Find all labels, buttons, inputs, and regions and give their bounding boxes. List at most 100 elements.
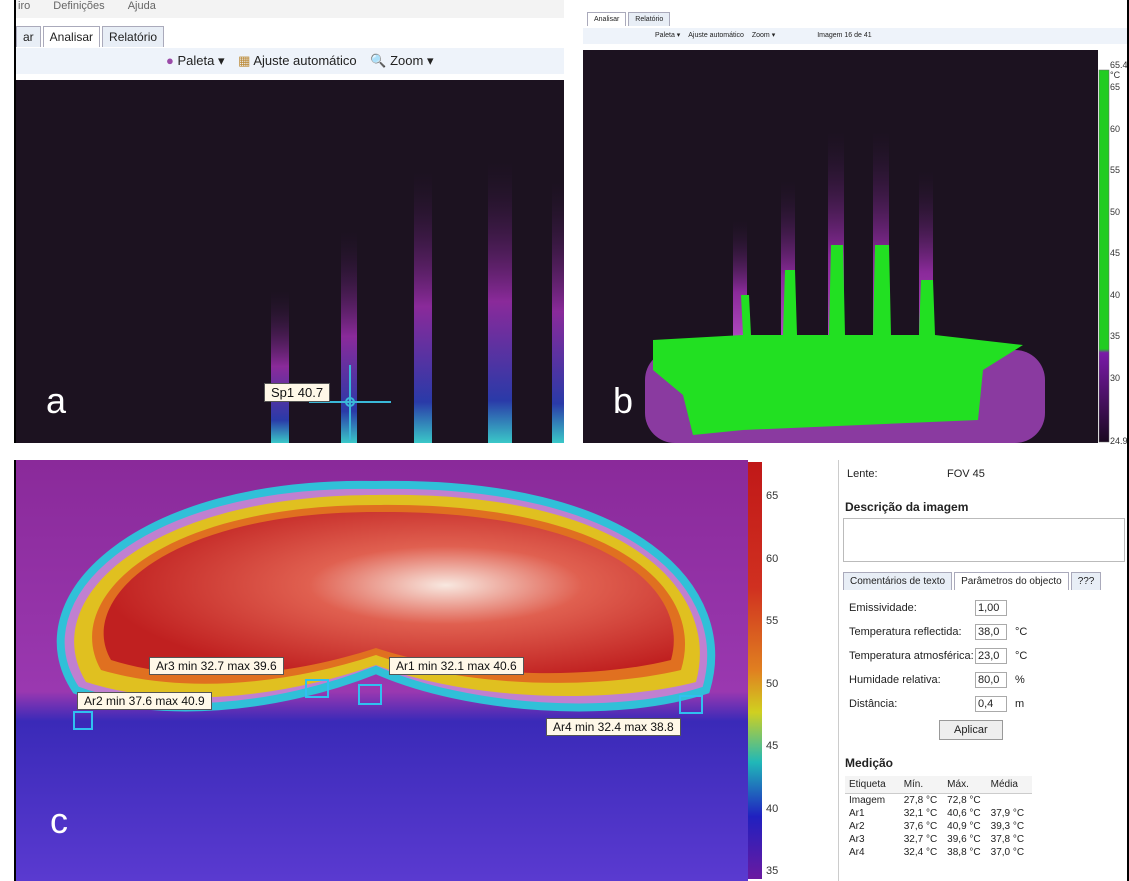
scale-tick: 35: [1110, 331, 1120, 341]
button[interactable]: Zoom: [752, 32, 770, 39]
param-value[interactable]: 1,00: [975, 600, 1007, 616]
area-label: Ar3 min 32.7 max 39.6: [149, 657, 284, 675]
area-label: Ar2 min 37.6 max 40.9: [77, 692, 212, 710]
menu-item[interactable]: Ajuda: [128, 0, 156, 12]
scale-tick: 40: [766, 803, 778, 815]
table-cell: Ar1: [845, 807, 900, 820]
lens-label: Lente:: [847, 468, 878, 480]
param-unit: °C: [1015, 626, 1027, 638]
toolbar: ● Paleta ▾ ▦ Ajuste automático 🔍 Zoom ▾: [16, 48, 564, 74]
table-cell: 72,8 °C: [943, 794, 986, 808]
spot-label: Sp1 40.7: [264, 383, 330, 402]
table-cell: Ar3: [845, 833, 900, 846]
scale-tick: 60: [766, 553, 778, 565]
scale-tick: 35: [766, 865, 778, 877]
table-cell: 39,3 °C: [987, 820, 1032, 833]
table-cell: 37,9 °C: [987, 807, 1032, 820]
button[interactable]: Paleta: [177, 53, 214, 68]
table-cell: 37,0 °C: [987, 846, 1032, 859]
tab[interactable]: Analisar: [43, 26, 100, 47]
button[interactable]: Zoom: [390, 53, 423, 68]
param-value[interactable]: 80,0: [975, 672, 1007, 688]
button[interactable]: Paleta: [655, 32, 675, 39]
scale-tick: 55: [1110, 165, 1120, 175]
scale-tick: 65.4 °C: [1110, 60, 1128, 80]
area-label: Ar4 min 32.4 max 38.8: [546, 718, 681, 736]
apply-button[interactable]: Aplicar: [939, 720, 1003, 740]
table-cell: 37,6 °C: [900, 820, 943, 833]
table-cell: Ar2: [845, 820, 900, 833]
menu-item[interactable]: iro: [18, 0, 30, 12]
param-value[interactable]: 38,0: [975, 624, 1007, 640]
table-cell: 37,8 °C: [987, 833, 1032, 846]
scale-tick: 30: [1110, 373, 1120, 383]
section-title: Medição: [845, 756, 893, 770]
area-label: Ar1 min 32.1 max 40.6: [389, 657, 524, 675]
scale-tick: 55: [766, 615, 778, 627]
scale-tick: 50: [1110, 207, 1120, 217]
table-cell: 32,1 °C: [900, 807, 943, 820]
param-label: Humidade relativa:: [849, 674, 941, 686]
table-cell: 27,8 °C: [900, 794, 943, 808]
tab[interactable]: Analisar: [587, 12, 626, 26]
header-cell: Média: [987, 776, 1032, 794]
tab[interactable]: ???: [1071, 572, 1102, 590]
button[interactable]: Ajuste automático: [688, 32, 744, 39]
param-unit: %: [1015, 674, 1025, 686]
header-cell: Máx.: [943, 776, 986, 794]
table-cell: 39,6 °C: [943, 833, 986, 846]
param-unit: m: [1015, 698, 1024, 710]
table-cell: Ar4: [845, 846, 900, 859]
header-row: EtiquetaMín.Máx.Média: [845, 776, 1032, 794]
thermal-image-c: [16, 460, 748, 881]
lens-value: FOV 45: [947, 468, 985, 480]
figure: iro Definições Ajuda arAnalisarRelatório…: [0, 0, 1129, 881]
panel-label: a: [46, 380, 66, 422]
side-panel: Lente: FOV 45 Descrição da imagem Coment…: [838, 460, 1128, 881]
param-label: Temperatura reflectida:: [849, 626, 962, 638]
scale-tick: 40: [1110, 290, 1120, 300]
image-counter: Imagem 16 de 41: [817, 32, 871, 39]
tab[interactable]: Relatório: [628, 12, 670, 26]
scale-tick: 45: [1110, 248, 1120, 258]
menu-item[interactable]: Definições: [53, 0, 104, 12]
panel-label: c: [50, 800, 68, 842]
section-title: Descrição da imagem: [845, 500, 968, 514]
button[interactable]: Ajuste automático: [253, 53, 356, 68]
tab[interactable]: Parâmetros do objecto: [954, 572, 1069, 590]
param-label: Emissividade:: [849, 602, 917, 614]
param-unit: °C: [1015, 650, 1027, 662]
description-box[interactable]: [843, 518, 1125, 562]
toolbar: Paleta ▾ Ajuste automático Zoom ▾ Imagem…: [583, 28, 1127, 44]
param-value[interactable]: 0,4: [975, 696, 1007, 712]
header-cell: Mín.: [900, 776, 943, 794]
thermal-image-b: [583, 50, 1127, 443]
scale-tick: 65: [766, 490, 778, 502]
scale-tick: 65: [1110, 82, 1120, 92]
panel-c: Ar3 min 32.7 max 39.6 Ar1 min 32.1 max 4…: [14, 460, 782, 881]
table-cell: 40,9 °C: [943, 820, 986, 833]
table-cell: Imagem: [845, 794, 900, 808]
tab[interactable]: ar: [16, 26, 41, 47]
tab[interactable]: Comentários de texto: [843, 572, 952, 590]
table-cell: 32,4 °C: [900, 846, 943, 859]
tab[interactable]: Relatório: [102, 26, 164, 47]
param-value[interactable]: 23,0: [975, 648, 1007, 664]
param-label: Temperatura atmosférica:: [849, 650, 974, 662]
table-cell: 40,6 °C: [943, 807, 986, 820]
scale-tick: 50: [766, 678, 778, 690]
scale-tick: 60: [1110, 124, 1120, 134]
menu-bar: iro Definições Ajuda: [16, 0, 564, 18]
param-label: Distância:: [849, 698, 897, 710]
scale-tick: 45: [766, 740, 778, 752]
